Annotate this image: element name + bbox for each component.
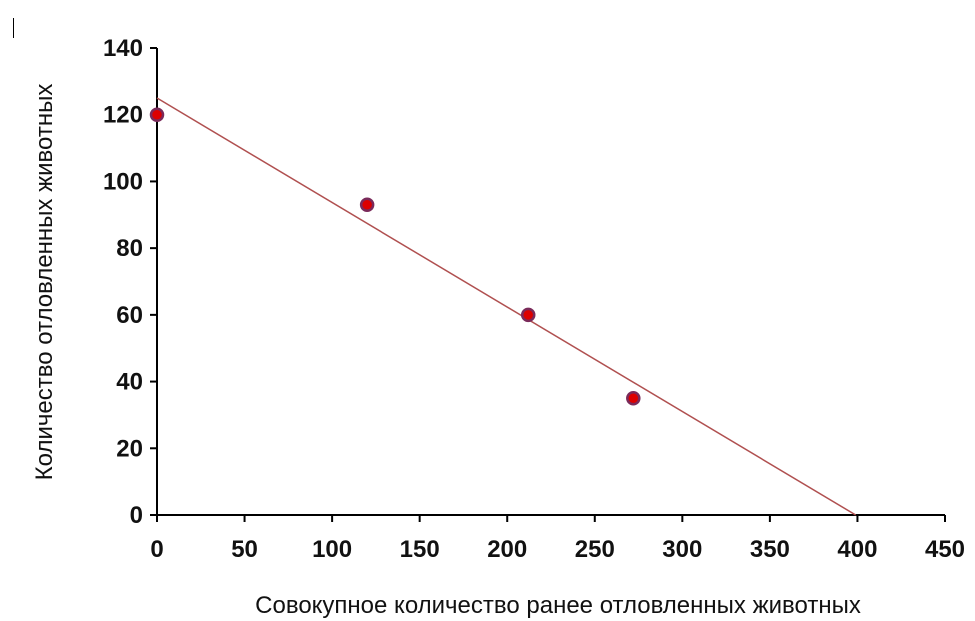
y-tick-label: 80 xyxy=(116,235,143,262)
x-tick-label: 200 xyxy=(487,536,527,563)
x-tick-label: 350 xyxy=(750,536,790,563)
x-tick-label: 300 xyxy=(662,536,702,563)
y-tick-label: 20 xyxy=(116,435,143,462)
x-axis-ticks: 0 50 100 150 200 250 300 350 400 450 xyxy=(150,515,965,563)
x-tick-label: 0 xyxy=(150,536,163,563)
y-tick-label: 120 xyxy=(103,102,143,129)
x-tick-label: 400 xyxy=(837,536,877,563)
data-points xyxy=(149,107,641,406)
x-tick-label: 150 xyxy=(400,536,440,563)
y-tick-label: 140 xyxy=(103,35,143,62)
data-point-1 xyxy=(149,107,165,122)
data-point-2 xyxy=(359,197,375,213)
data-point-3 xyxy=(520,307,536,323)
data-point-4 xyxy=(626,391,641,406)
y-tick-label: 60 xyxy=(116,302,143,329)
x-axis-title: Совокупное количество ранее отловленных … xyxy=(255,592,861,619)
x-tick-label: 50 xyxy=(231,536,258,563)
y-tick-label: 100 xyxy=(103,168,143,195)
stray-cursor-mark xyxy=(13,18,14,38)
y-tick-label: 40 xyxy=(116,369,143,396)
x-tick-label: 100 xyxy=(312,536,352,563)
y-axis-title: Количество отловленных животных xyxy=(31,84,58,481)
trendline xyxy=(156,97,857,516)
y-axis-ticks: 0 20 40 60 80 100 120 140 xyxy=(103,35,157,529)
y-tick-label: 0 xyxy=(130,502,143,529)
x-tick-label: 450 xyxy=(925,536,965,563)
x-tick-label: 250 xyxy=(575,536,615,563)
